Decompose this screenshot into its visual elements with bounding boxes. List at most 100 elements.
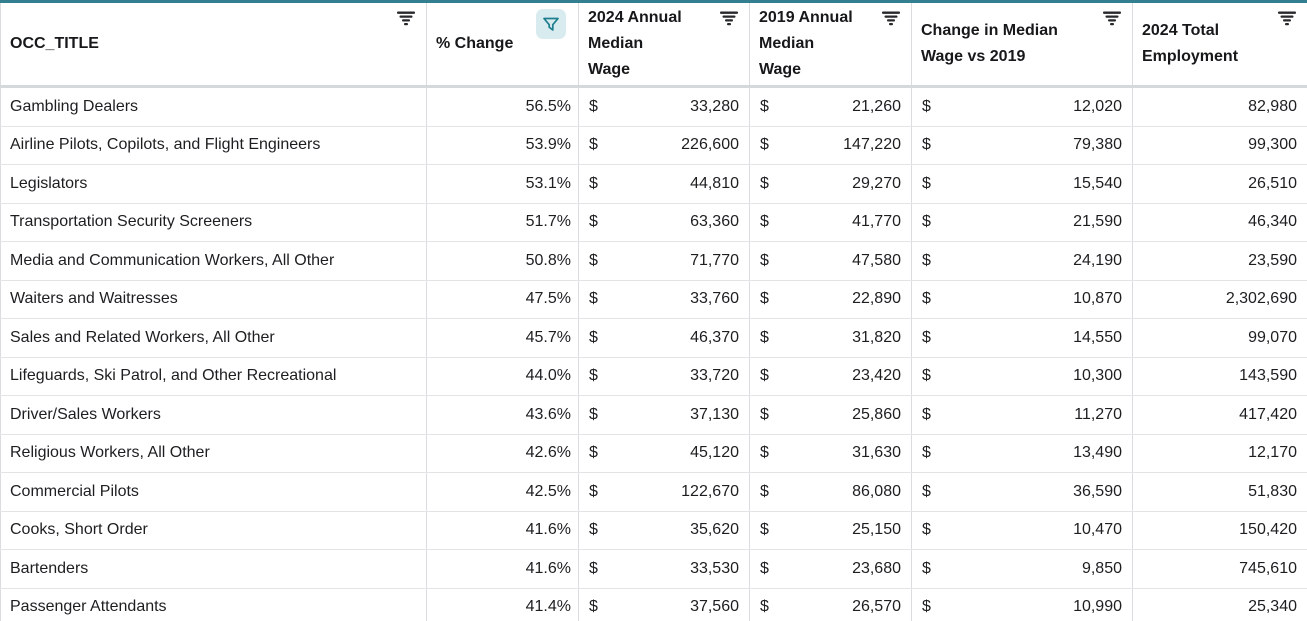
cell-occ-title[interactable]: Media and Communication Workers, All Oth… xyxy=(0,242,427,280)
dollar-sign: $ xyxy=(589,367,598,385)
cell-wage-change[interactable]: $ 13,490 xyxy=(912,434,1133,472)
cell-employment[interactable]: 99,300 xyxy=(1248,136,1297,154)
cell-occ-title[interactable]: Airline Pilots, Copilots, and Flight Eng… xyxy=(0,126,427,164)
filter-button[interactable] xyxy=(880,10,902,28)
cell-occ-title[interactable]: Passenger Attendants xyxy=(0,588,427,621)
cell-employment[interactable]: 417,420 xyxy=(1239,405,1297,423)
cell-wage-change[interactable]: $ 24,190 xyxy=(912,242,1133,280)
cell-wage-2024[interactable]: $ 37,560 xyxy=(579,588,750,621)
cell-wage-2019[interactable]: $ 86,080 xyxy=(750,473,912,511)
dollar-sign: $ xyxy=(589,174,598,192)
cell-wage-2019[interactable]: $ 31,820 xyxy=(750,319,912,357)
cell-employment[interactable]: 25,340 xyxy=(1248,598,1297,616)
cell-employment[interactable]: 12,170 xyxy=(1248,444,1297,462)
cell-occ-title[interactable]: Cooks, Short Order xyxy=(0,511,427,549)
cell-wage-2024[interactable]: $ 37,130 xyxy=(579,396,750,434)
cell-employment[interactable]: 51,830 xyxy=(1248,482,1297,500)
cell-wage-change[interactable]: $ 15,540 xyxy=(912,165,1133,203)
cell-wage-2024[interactable]: $ 63,360 xyxy=(579,203,750,241)
cell-wage-2024[interactable]: $ 33,760 xyxy=(579,280,750,318)
column-header-wage-2024[interactable]: 2024 Annual Median Wage xyxy=(579,3,750,85)
cell-wage-change[interactable]: $ 10,470 xyxy=(912,511,1133,549)
cell-wage-change[interactable]: $ 10,870 xyxy=(912,280,1133,318)
cell-pct-change[interactable]: 41.4% xyxy=(427,588,579,621)
cell-employment[interactable]: 745,610 xyxy=(1239,559,1297,577)
cell-pct-change[interactable]: 45.7% xyxy=(427,319,579,357)
cell-wage-change[interactable]: $ 79,380 xyxy=(912,126,1133,164)
cell-occ-title[interactable]: Lifeguards, Ski Patrol, and Other Recrea… xyxy=(0,357,427,395)
cell-wage-change[interactable]: $ 10,990 xyxy=(912,588,1133,621)
cell-wage-2019[interactable]: $ 41,770 xyxy=(750,203,912,241)
cell-pct-change[interactable]: 43.6% xyxy=(427,396,579,434)
table-row: Transportation Security Screeners 51.7% … xyxy=(0,203,1307,242)
cell-wage-2019[interactable]: $ 47,580 xyxy=(750,242,912,280)
cell-wage-2019[interactable]: $ 21,260 xyxy=(750,88,912,126)
cell-occ-title[interactable]: Gambling Dealers xyxy=(0,88,427,126)
filter-button[interactable] xyxy=(395,10,417,28)
cell-employment[interactable]: 99,070 xyxy=(1248,328,1297,346)
cell-employment[interactable]: 143,590 xyxy=(1239,367,1297,385)
cell-wage-2024[interactable]: $ 122,670 xyxy=(579,473,750,511)
cell-wage-2024[interactable]: $ 33,530 xyxy=(579,550,750,588)
cell-occ-title[interactable]: Religious Workers, All Other xyxy=(0,434,427,472)
cell-pct-change[interactable]: 47.5% xyxy=(427,280,579,318)
cell-occ-title[interactable]: Bartenders xyxy=(0,550,427,588)
cell-occ-title[interactable]: Commercial Pilots xyxy=(0,473,427,511)
cell-wage-2019[interactable]: $ 23,680 xyxy=(750,550,912,588)
column-header-occ-title[interactable]: OCC_TITLE xyxy=(0,3,427,85)
cell-occ-title[interactable]: Driver/Sales Workers xyxy=(0,396,427,434)
cell-wage-change[interactable]: $ 21,590 xyxy=(912,203,1133,241)
column-header-pct-change[interactable]: % Change xyxy=(427,3,579,85)
cell-wage-2019[interactable]: $ 22,890 xyxy=(750,280,912,318)
cell-pct-change[interactable]: 51.7% xyxy=(427,203,579,241)
cell-wage-change[interactable]: $ 12,020 xyxy=(912,88,1133,126)
cell-wage-2024[interactable]: $ 45,120 xyxy=(579,434,750,472)
cell-occ-title[interactable]: Sales and Related Workers, All Other xyxy=(0,319,427,357)
cell-wage-2024[interactable]: $ 35,620 xyxy=(579,511,750,549)
column-header-wage-2019[interactable]: 2019 Annual Median Wage xyxy=(750,3,912,85)
cell-employment[interactable]: 46,340 xyxy=(1248,213,1297,231)
cell-pct-change[interactable]: 41.6% xyxy=(427,550,579,588)
cell-wage-2024[interactable]: $ 33,720 xyxy=(579,357,750,395)
cell-wage-2019[interactable]: $ 25,860 xyxy=(750,396,912,434)
filter-button[interactable] xyxy=(1101,10,1123,28)
cell-wage-2024[interactable]: $ 44,810 xyxy=(579,165,750,203)
cell-pct-change[interactable]: 50.8% xyxy=(427,242,579,280)
cell-pct-change[interactable]: 53.1% xyxy=(427,165,579,203)
cell-wage-2024[interactable]: $ 71,770 xyxy=(579,242,750,280)
column-header-wage-change[interactable]: Change in Median Wage vs 2019 xyxy=(912,3,1133,85)
cell-pct-change[interactable]: 53.9% xyxy=(427,126,579,164)
cell-occ-title[interactable]: Transportation Security Screeners xyxy=(0,203,427,241)
cell-employment[interactable]: 26,510 xyxy=(1248,174,1297,192)
cell-employment[interactable]: 82,980 xyxy=(1248,97,1297,115)
cell-wage-2019[interactable]: $ 25,150 xyxy=(750,511,912,549)
cell-pct-change[interactable]: 56.5% xyxy=(427,88,579,126)
column-header-employment[interactable]: 2024 Total Employment xyxy=(1133,3,1307,85)
cell-wage-2019[interactable]: $ 29,270 xyxy=(750,165,912,203)
filter-button[interactable] xyxy=(1276,10,1298,28)
cell-pct-change[interactable]: 42.5% xyxy=(427,473,579,511)
cell-employment[interactable]: 2,302,690 xyxy=(1225,290,1297,308)
cell-wage-change[interactable]: $ 36,590 xyxy=(912,473,1133,511)
cell-wage-change[interactable]: $ 11,270 xyxy=(912,396,1133,434)
cell-employment[interactable]: 150,420 xyxy=(1239,521,1297,539)
cell-occ-title[interactable]: Legislators xyxy=(0,165,427,203)
cell-wage-2019[interactable]: $ 31,630 xyxy=(750,434,912,472)
cell-pct-change[interactable]: 42.6% xyxy=(427,434,579,472)
cell-wage-change[interactable]: $ 9,850 xyxy=(912,550,1133,588)
filter-button[interactable] xyxy=(718,10,740,28)
cell-wage-2019[interactable]: $ 147,220 xyxy=(750,126,912,164)
cell-pct-change[interactable]: 44.0% xyxy=(427,357,579,395)
cell-wage-2024[interactable]: $ 46,370 xyxy=(579,319,750,357)
cell-wage-2019[interactable]: $ 23,420 xyxy=(750,357,912,395)
cell-wage-2024[interactable]: $ 226,600 xyxy=(579,126,750,164)
cell-wage-change[interactable]: $ 14,550 xyxy=(912,319,1133,357)
active-filter-button[interactable] xyxy=(536,9,566,39)
cell-employment[interactable]: 23,590 xyxy=(1248,251,1297,269)
cell-wage-2019[interactable]: $ 26,570 xyxy=(750,588,912,621)
cell-wage-2024[interactable]: $ 33,280 xyxy=(579,88,750,126)
cell-wage-change[interactable]: $ 10,300 xyxy=(912,357,1133,395)
dollar-sign: $ xyxy=(760,367,769,385)
cell-pct-change[interactable]: 41.6% xyxy=(427,511,579,549)
cell-occ-title[interactable]: Waiters and Waitresses xyxy=(0,280,427,318)
